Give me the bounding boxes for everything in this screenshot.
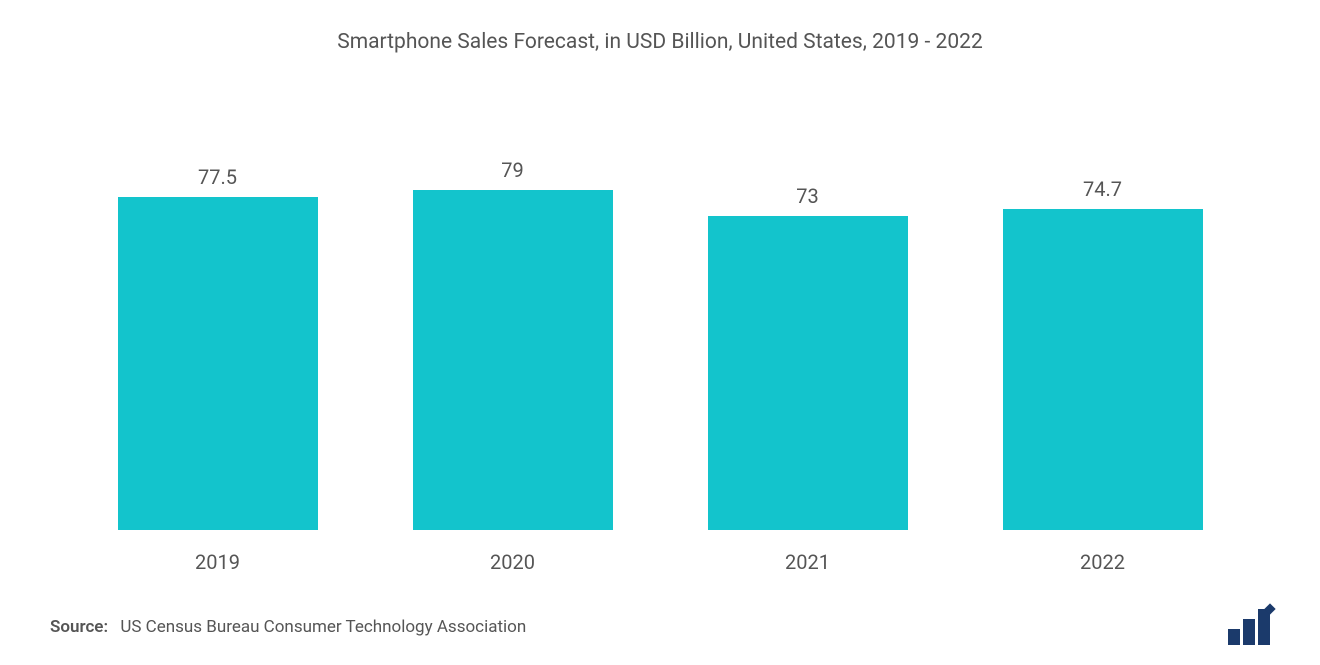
x-label: 2021 [660, 550, 955, 574]
bar-2021 [708, 216, 908, 530]
bar-group-2021: 73 [660, 104, 955, 530]
x-label: 2022 [955, 550, 1250, 574]
source-text: US Census Bureau Consumer Technology Ass… [120, 617, 526, 637]
bar-value-label: 79 [501, 158, 523, 182]
chart-footer: Source: US Census Bureau Consumer Techno… [50, 574, 1270, 655]
logo-bar-icon [1243, 619, 1255, 645]
plot-area: 77.5 79 73 74.7 [50, 104, 1270, 540]
chart-title: Smartphone Sales Forecast, in USD Billio… [50, 30, 1270, 54]
chart-container: Smartphone Sales Forecast, in USD Billio… [0, 0, 1320, 665]
bar-2022 [1003, 209, 1203, 530]
x-label: 2020 [365, 550, 660, 574]
bar-value-label: 73 [796, 184, 818, 208]
logo-bar-icon [1228, 629, 1240, 645]
bar-2019 [118, 197, 318, 530]
bar-group-2019: 77.5 [70, 104, 365, 530]
bar-value-label: 77.5 [198, 165, 237, 189]
source-line: Source: US Census Bureau Consumer Techno… [50, 617, 526, 637]
x-label: 2019 [70, 550, 365, 574]
x-axis-labels: 2019 2020 2021 2022 [50, 540, 1270, 574]
logo-arrow-icon [1258, 609, 1270, 645]
bar-group-2020: 79 [365, 104, 660, 530]
bar-group-2022: 74.7 [955, 104, 1250, 530]
bar-value-label: 74.7 [1083, 177, 1122, 201]
brand-logo-icon [1228, 609, 1270, 645]
bar-2020 [413, 190, 613, 530]
source-label: Source: [50, 617, 108, 637]
